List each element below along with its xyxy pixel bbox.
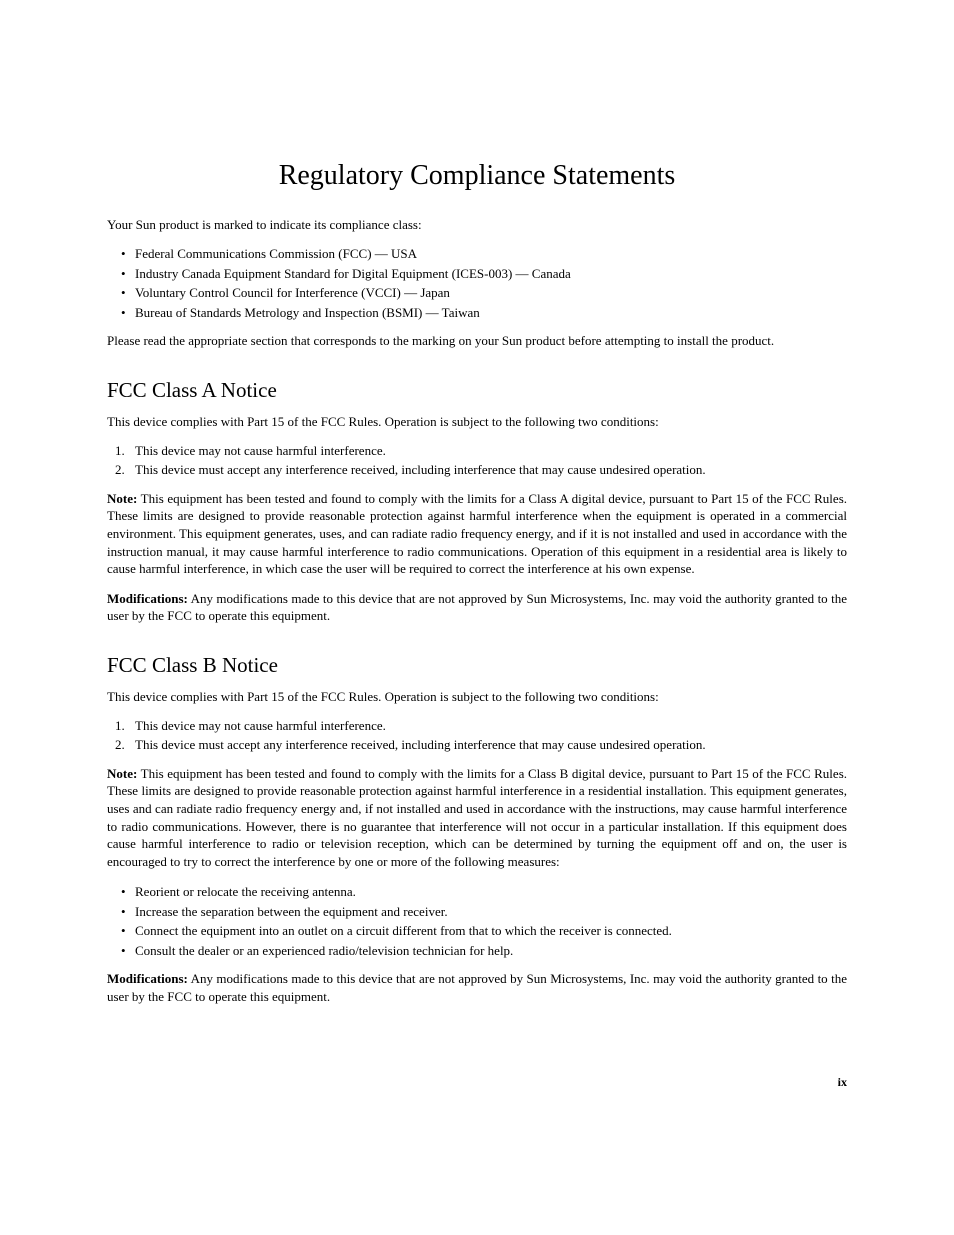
- list-item: Increase the separation between the equi…: [107, 902, 847, 922]
- page-number: ix: [838, 1075, 847, 1090]
- compliance-class-list: Federal Communications Commission (FCC) …: [107, 244, 847, 322]
- section-a-mod: Modifications: Any modifications made to…: [107, 590, 847, 625]
- section-b-mod: Modifications: Any modifications made to…: [107, 970, 847, 1005]
- list-item: Bureau of Standards Metrology and Inspec…: [107, 303, 847, 323]
- intro-text: Your Sun product is marked to indicate i…: [107, 216, 847, 234]
- note-label: Note:: [107, 766, 137, 781]
- list-item: Voluntary Control Council for Interferen…: [107, 283, 847, 303]
- intro-para2: Please read the appropriate section that…: [107, 332, 847, 350]
- mod-text: Any modifications made to this device th…: [107, 971, 847, 1004]
- section-a-conditions: This device may not cause harmful interf…: [107, 441, 847, 480]
- list-item: This device may not cause harmful interf…: [107, 716, 847, 736]
- section-b-conditions: This device may not cause harmful interf…: [107, 716, 847, 755]
- section-a-intro: This device complies with Part 15 of the…: [107, 413, 847, 431]
- list-item: This device must accept any interference…: [107, 460, 847, 480]
- list-item: Industry Canada Equipment Standard for D…: [107, 264, 847, 284]
- section-b-note: Note: This equipment has been tested and…: [107, 765, 847, 870]
- section-b-title: FCC Class B Notice: [107, 653, 847, 678]
- list-item: Federal Communications Commission (FCC) …: [107, 244, 847, 264]
- mod-label: Modifications:: [107, 971, 188, 986]
- section-b-intro: This device complies with Part 15 of the…: [107, 688, 847, 706]
- section-a-title: FCC Class A Notice: [107, 378, 847, 403]
- list-item: This device may not cause harmful interf…: [107, 441, 847, 461]
- list-item: Connect the equipment into an outlet on …: [107, 921, 847, 941]
- note-label: Note:: [107, 491, 137, 506]
- note-text: This equipment has been tested and found…: [107, 491, 847, 576]
- mod-text: Any modifications made to this device th…: [107, 591, 847, 624]
- document-page: Regulatory Compliance Statements Your Su…: [0, 0, 954, 1077]
- list-item: This device must accept any interference…: [107, 735, 847, 755]
- list-item: Reorient or relocate the receiving anten…: [107, 882, 847, 902]
- page-title: Regulatory Compliance Statements: [107, 160, 847, 192]
- mod-label: Modifications:: [107, 591, 188, 606]
- section-b-measures: Reorient or relocate the receiving anten…: [107, 882, 847, 960]
- list-item: Consult the dealer or an experienced rad…: [107, 941, 847, 961]
- section-a-note: Note: This equipment has been tested and…: [107, 490, 847, 578]
- note-text: This equipment has been tested and found…: [107, 766, 847, 869]
